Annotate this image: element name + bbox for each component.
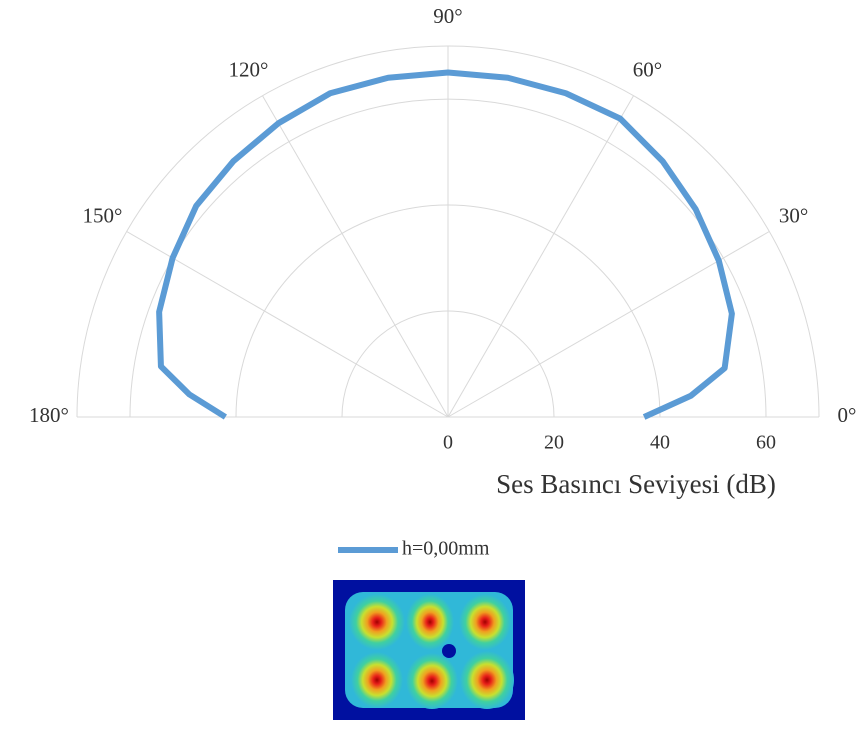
r-tick-label: 60 bbox=[756, 432, 776, 454]
r-tick-label: 20 bbox=[544, 432, 564, 454]
theta-tick-label: 150° bbox=[83, 203, 123, 227]
spoke bbox=[262, 95, 449, 418]
r-tick-label: 40 bbox=[650, 432, 670, 454]
theta-tick-label: 30° bbox=[779, 203, 808, 227]
axis-label: Ses Basıncı Seviyesi (dB) bbox=[496, 469, 776, 499]
plot: 0° 30° 60° 90° 120° 150° 180° 0 20 40 60 h=0,00mm bbox=[29, 4, 856, 560]
theta-tick-label: 180° bbox=[29, 403, 69, 427]
theta-tick-label: 90° bbox=[433, 4, 462, 28]
series-line bbox=[156, 69, 735, 420]
contour-image bbox=[333, 580, 525, 720]
theta-tick-label: 60° bbox=[633, 57, 662, 81]
theta-tick-label: 120° bbox=[229, 57, 269, 81]
spoke bbox=[447, 95, 634, 418]
spoke bbox=[447, 231, 770, 418]
r-tick-label: 0 bbox=[443, 432, 453, 454]
legend-label: h=0,00mm bbox=[402, 538, 490, 560]
theta-tick-label: 0° bbox=[838, 403, 857, 427]
spoke bbox=[126, 231, 449, 418]
